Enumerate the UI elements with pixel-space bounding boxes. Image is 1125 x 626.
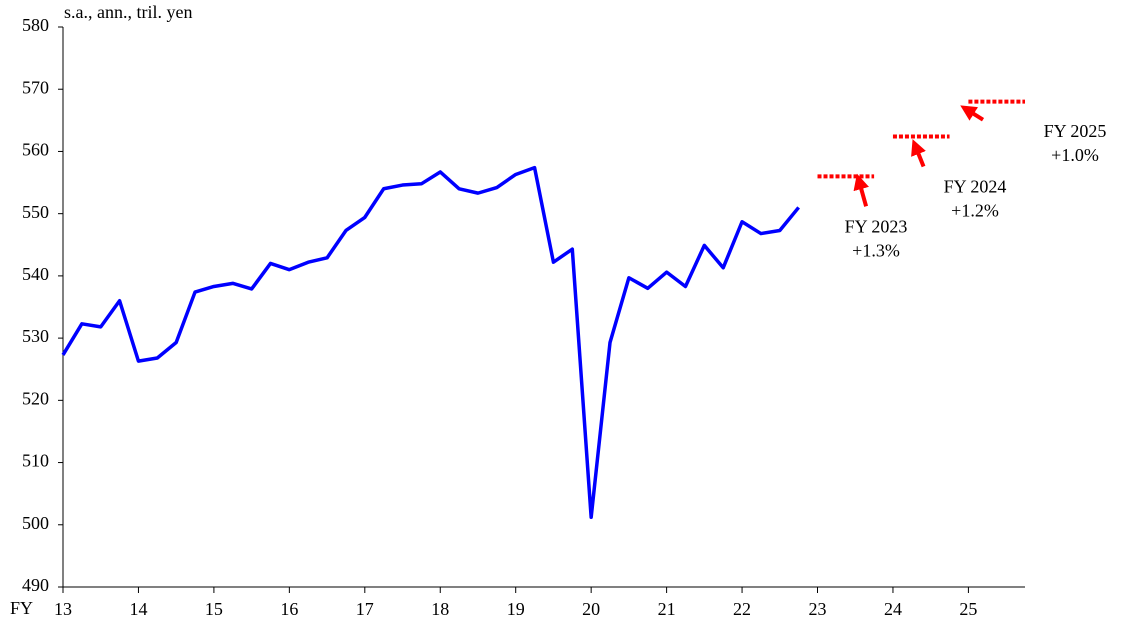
x-tick-label: 18 (431, 599, 449, 619)
forecast-label: FY 2025 (1044, 121, 1107, 141)
y-tick-label: 580 (22, 15, 49, 35)
y-axis-unit: s.a., ann., tril. yen (64, 2, 192, 22)
forecast-arrow (960, 105, 985, 122)
y-tick-label: 570 (22, 77, 49, 97)
x-tick-label: 19 (507, 599, 525, 619)
forecast-arrow (853, 173, 869, 207)
forecast-label: FY 2023 (845, 216, 908, 236)
y-tick-label: 490 (22, 575, 49, 595)
y-tick-label: 560 (22, 140, 49, 160)
y-tick-label: 510 (22, 451, 49, 471)
y-tick-label: 520 (22, 388, 49, 408)
x-tick-label: 22 (733, 599, 751, 619)
y-tick-label: 550 (22, 202, 49, 222)
x-tick-label: 20 (582, 599, 600, 619)
y-tick-label: 500 (22, 513, 49, 533)
x-tick-label: 13 (54, 599, 72, 619)
forecast-change: +1.3% (852, 240, 900, 260)
x-axis-label: FY (10, 598, 33, 618)
x-tick-label: 24 (884, 599, 902, 619)
forecast-arrow (911, 139, 926, 168)
x-tick-label: 21 (658, 599, 676, 619)
x-tick-label: 16 (280, 599, 298, 619)
x-tick-label: 15 (205, 599, 223, 619)
y-tick-label: 540 (22, 264, 49, 284)
x-tick-label: 25 (959, 599, 977, 619)
x-tick-label: 23 (809, 599, 827, 619)
x-tick-label: 17 (356, 599, 374, 619)
forecast-change: +1.2% (951, 201, 999, 221)
forecast-label: FY 2024 (944, 177, 1007, 197)
data-line (61, 165, 801, 520)
forecast-change: +1.0% (1051, 145, 1099, 165)
x-tick-label: 14 (129, 599, 147, 619)
y-tick-label: 530 (22, 326, 49, 346)
